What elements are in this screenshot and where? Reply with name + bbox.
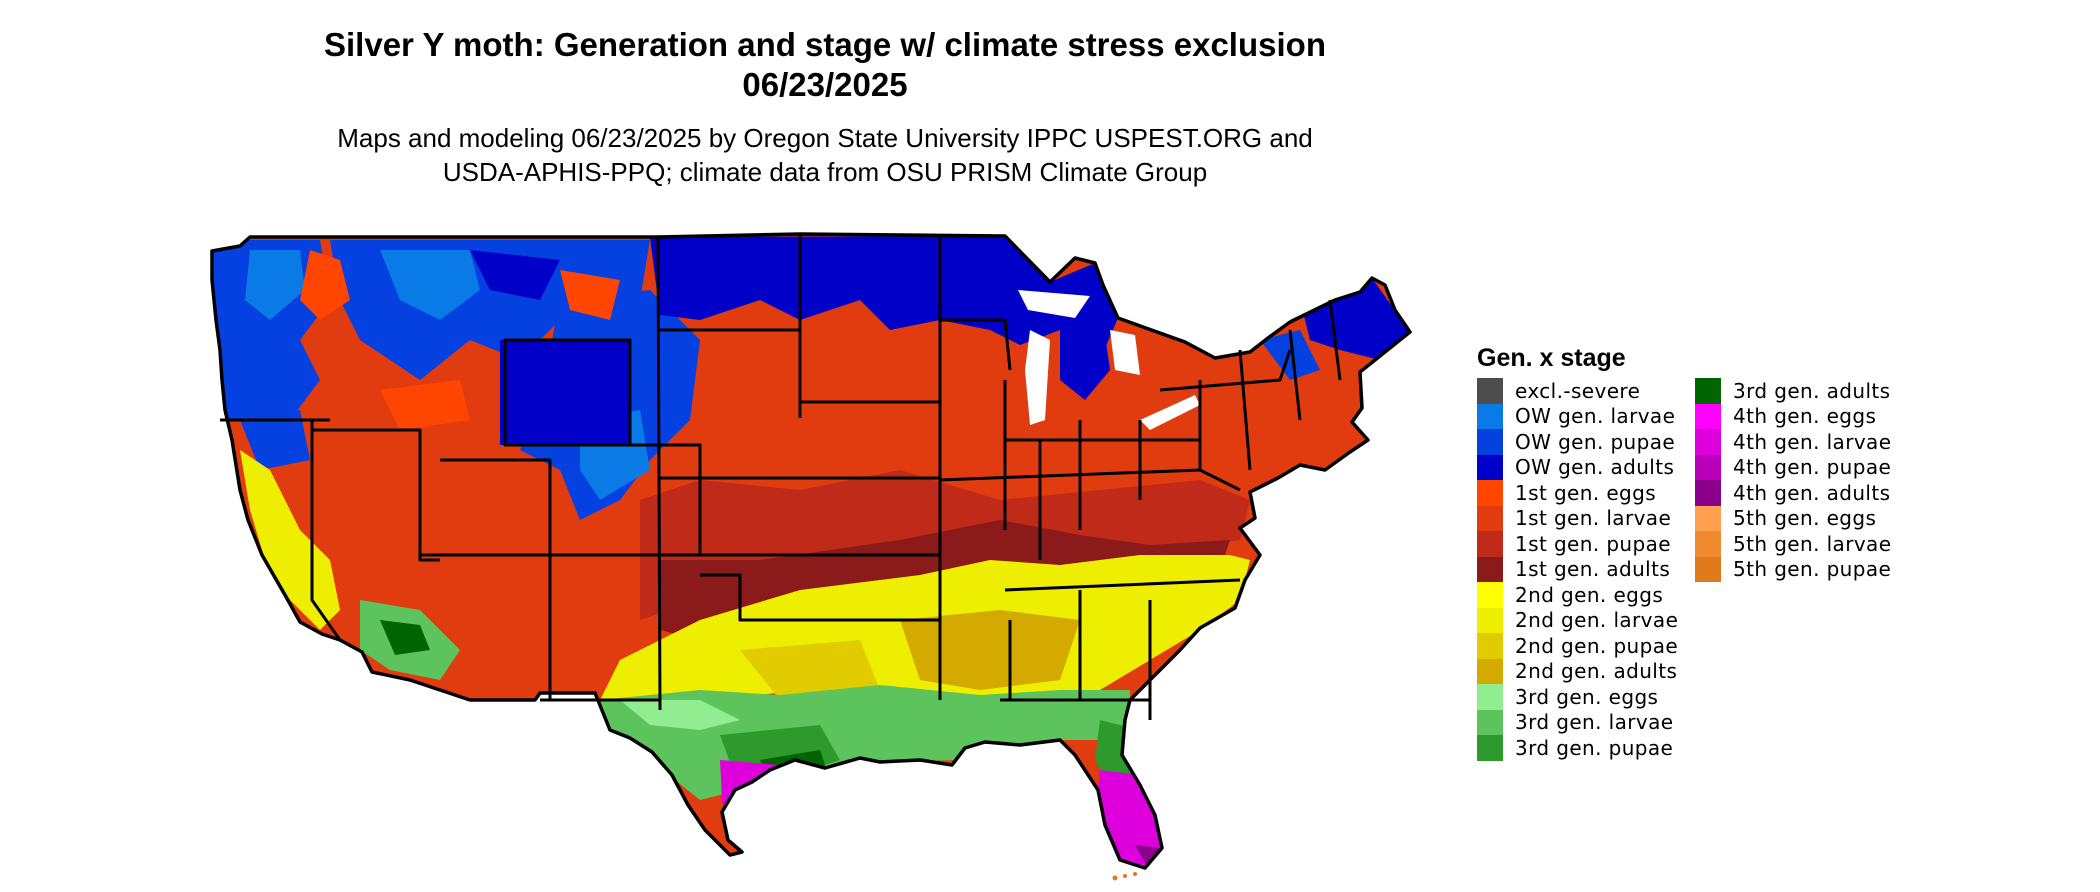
legend-swatch	[1477, 378, 1503, 404]
legend-label: 3rd gen. larvae	[1515, 710, 1674, 735]
legend-swatch	[1477, 709, 1503, 735]
legend-label: 1st gen. pupae	[1515, 531, 1671, 556]
legend-swatch	[1477, 403, 1503, 429]
legend-item: 5th gen. eggs	[1695, 505, 1891, 531]
lake-huron	[1110, 330, 1140, 375]
keys-marker	[1133, 872, 1137, 876]
legend-item: OW gen. adults	[1477, 454, 1678, 480]
legend-item: 3rd gen. eggs	[1477, 684, 1678, 710]
legend-item: 1st gen. adults	[1477, 556, 1678, 582]
legend-swatch	[1477, 735, 1503, 761]
legend-label: excl.-severe	[1515, 378, 1641, 403]
legend-swatch	[1477, 684, 1503, 710]
legend-swatch	[1695, 378, 1721, 404]
legend-item: 2nd gen. eggs	[1477, 582, 1678, 608]
legend-label: 2nd gen. pupae	[1515, 633, 1679, 658]
legend-item: OW gen. larvae	[1477, 403, 1678, 429]
lake-michigan	[1025, 330, 1050, 425]
legend-swatch	[1477, 429, 1503, 455]
legend-title: Gen. x stage	[1477, 344, 1626, 372]
legend-label: 2nd gen. adults	[1515, 659, 1678, 684]
legend-swatch	[1477, 658, 1503, 684]
legend-label: OW gen. adults	[1515, 455, 1675, 480]
legend-item: 3rd gen. adults	[1695, 378, 1891, 404]
legend-item: 3rd gen. pupae	[1477, 735, 1678, 761]
legend-label: 1st gen. larvae	[1515, 506, 1672, 531]
legend-label: 4th gen. eggs	[1733, 404, 1877, 429]
generation-stage-raster	[212, 234, 1410, 868]
legend-item: 4th gen. adults	[1695, 480, 1891, 506]
legend-swatch	[1695, 454, 1721, 480]
map-credits-line-1: Maps and modeling 06/23/2025 by Oregon S…	[337, 123, 1313, 153]
lake-erie	[1140, 395, 1200, 430]
legend-item: 5th gen. pupae	[1695, 556, 1892, 582]
keys-marker	[1123, 874, 1127, 878]
legend-swatch	[1477, 633, 1503, 659]
map-title: Silver Y moth: Generation and stage w/ c…	[324, 26, 1326, 63]
legend-label: 2nd gen. larvae	[1515, 608, 1679, 633]
legend-item: 4th gen. eggs	[1695, 403, 1891, 429]
legend-swatch	[1477, 480, 1503, 506]
legend-item: 1st gen. pupae	[1477, 531, 1678, 557]
lake-superior	[1018, 290, 1090, 318]
legend-item: 1st gen. eggs	[1477, 480, 1678, 506]
legend-label: 5th gen. pupae	[1733, 557, 1892, 582]
keys-marker	[1112, 875, 1118, 881]
legend-item: 2nd gen. pupae	[1477, 633, 1678, 659]
legend-label: OW gen. pupae	[1515, 429, 1676, 454]
legend-item: 4th gen. pupae	[1695, 454, 1892, 480]
legend-label: 3rd gen. adults	[1733, 378, 1891, 403]
legend-item: OW gen. pupae	[1477, 429, 1678, 455]
legend-label: 4th gen. adults	[1733, 480, 1891, 505]
legend-label: 3rd gen. eggs	[1515, 684, 1659, 709]
legend-swatch	[1477, 454, 1503, 480]
legend-column-1: excl.-severe OW gen. larvae OW gen. pupae O…	[1477, 378, 1678, 761]
legend-label: OW gen. larvae	[1515, 404, 1676, 429]
legend-swatch	[1695, 505, 1721, 531]
legend-swatch	[1477, 582, 1503, 608]
legend-label: 5th gen. larvae	[1733, 531, 1892, 556]
legend-swatch	[1477, 556, 1503, 582]
legend-label: 3rd gen. pupae	[1515, 735, 1674, 760]
legend-item: 2nd gen. larvae	[1477, 607, 1679, 633]
state-boundaries	[220, 234, 1342, 720]
legend-swatch	[1477, 505, 1503, 531]
map-date: 06/23/2025	[742, 66, 908, 103]
legend-swatch	[1695, 480, 1721, 506]
legend-label: 2nd gen. eggs	[1515, 582, 1664, 607]
legend-label: 5th gen. eggs	[1733, 506, 1877, 531]
legend-label: 4th gen. larvae	[1733, 429, 1892, 454]
legend-item: 4th gen. larvae	[1695, 429, 1891, 455]
legend-swatch	[1695, 556, 1721, 582]
map-credits-line-2: USDA-APHIS-PPQ; climate data from OSU PR…	[442, 157, 1208, 187]
legend-column-2: 3rd gen. adults 4th gen. eggs 4th gen. lar…	[1695, 378, 1891, 582]
legend-item: 1st gen. larvae	[1477, 505, 1678, 531]
legend-swatch	[1477, 531, 1503, 557]
legend-label: 1st gen. eggs	[1515, 480, 1657, 505]
legend-swatch	[1477, 607, 1503, 633]
legend-label: 1st gen. adults	[1515, 557, 1671, 582]
legend-swatch	[1695, 531, 1721, 557]
legend-item: 3rd gen. larvae	[1477, 709, 1678, 735]
legend-item: excl.-severe	[1477, 378, 1678, 404]
legend-item: 5th gen. larvae	[1695, 531, 1891, 557]
legend-item: 2nd gen. adults	[1477, 658, 1678, 684]
legend-swatch	[1695, 403, 1721, 429]
legend-label: 4th gen. pupae	[1733, 455, 1892, 480]
legend-swatch	[1695, 429, 1721, 455]
